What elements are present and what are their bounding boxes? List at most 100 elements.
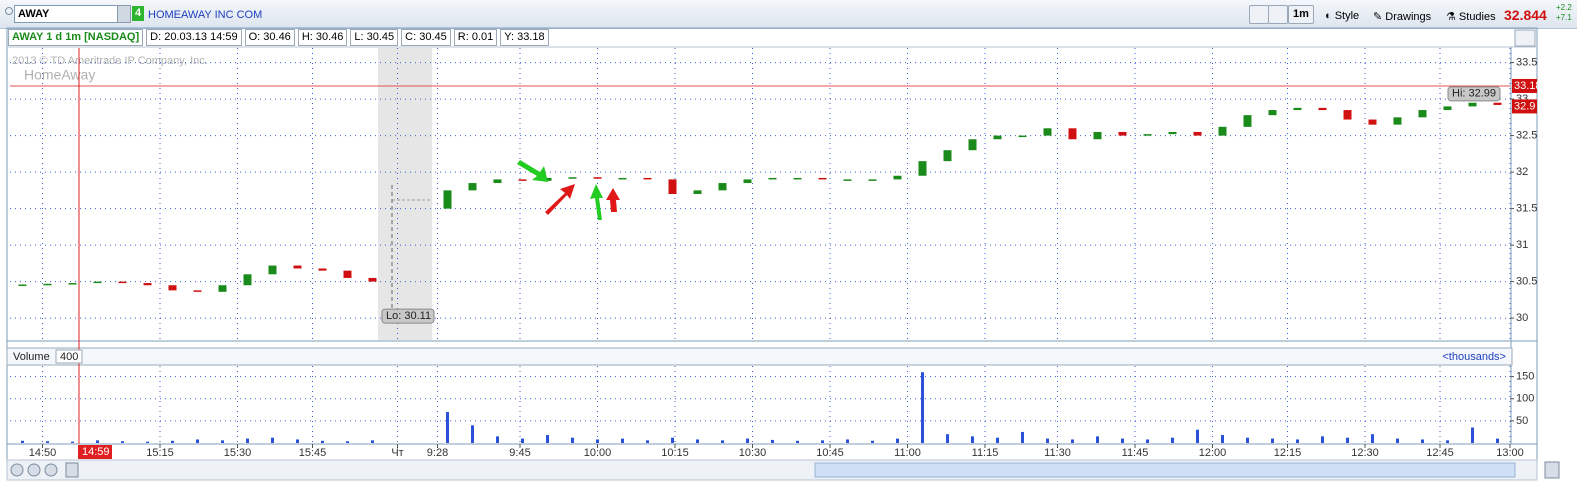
tool-icon[interactable] bbox=[1268, 5, 1288, 24]
pointer-button[interactable] bbox=[65, 462, 79, 478]
volume-bar bbox=[271, 437, 274, 443]
x-tick-label: 12:45 bbox=[1426, 447, 1454, 459]
pan-button[interactable] bbox=[10, 463, 24, 477]
volume-bar bbox=[846, 439, 849, 443]
volume-bar bbox=[171, 440, 174, 443]
candle bbox=[1243, 115, 1252, 127]
volume-bar bbox=[621, 438, 624, 443]
volume-bar bbox=[521, 438, 524, 443]
style-button[interactable]: ◐ Style bbox=[1325, 10, 1360, 22]
y-tick-label: 31 bbox=[1516, 239, 1528, 251]
candle bbox=[1318, 107, 1327, 111]
x-tick-label: 13:00 bbox=[1496, 447, 1524, 459]
volume-bar bbox=[221, 440, 224, 443]
studies-button[interactable]: ⚗ Studies bbox=[1446, 11, 1496, 23]
interval-button[interactable]: 1m bbox=[1288, 5, 1314, 24]
volume-bar bbox=[146, 441, 149, 443]
candle bbox=[1343, 110, 1352, 120]
scrollbar-thumb[interactable] bbox=[814, 462, 1516, 478]
info-item: H: 30.46 bbox=[297, 29, 348, 46]
volume-bar bbox=[371, 440, 374, 443]
chart-settings[interactable] bbox=[1514, 29, 1536, 47]
dot-icon bbox=[5, 7, 13, 15]
candle bbox=[268, 265, 277, 275]
volume-bar bbox=[21, 440, 24, 443]
symbol-dropdown[interactable] bbox=[117, 5, 131, 23]
y-tick-label: 50 bbox=[1516, 415, 1528, 427]
candle bbox=[743, 179, 752, 184]
volume-bar bbox=[1271, 438, 1274, 443]
info-bar: AWAY 1 d 1m [NASDAQ] D: 20.03.13 14:59 O… bbox=[8, 29, 552, 46]
candle bbox=[818, 177, 827, 180]
info-item: O: 30.46 bbox=[244, 29, 295, 46]
zoom-out-button[interactable] bbox=[44, 463, 58, 477]
annotation-arrow bbox=[606, 188, 620, 212]
volume-bar bbox=[1471, 427, 1474, 443]
volume-header bbox=[6, 347, 1513, 366]
candle bbox=[1218, 126, 1227, 136]
volume-bar bbox=[1296, 439, 1299, 443]
zoom-in-button[interactable] bbox=[27, 463, 41, 477]
info-item: L: 30.45 bbox=[350, 29, 399, 46]
volume-title: Volume bbox=[13, 351, 50, 363]
candle bbox=[993, 135, 1002, 140]
candle bbox=[318, 268, 327, 271]
volume-bar bbox=[96, 440, 99, 443]
studies-label: Studies bbox=[1458, 11, 1496, 23]
cursor-label: 14:59 bbox=[82, 446, 110, 458]
company-name[interactable]: HOMEAWAY INC COM bbox=[148, 9, 263, 21]
candle bbox=[668, 179, 677, 194]
volume-bar bbox=[1321, 436, 1324, 443]
candle bbox=[793, 177, 802, 180]
lo-marker bbox=[381, 308, 435, 324]
x-tick-label: 10:15 bbox=[661, 447, 689, 459]
volume-bar bbox=[1246, 437, 1249, 443]
volume-bar bbox=[1021, 431, 1024, 443]
candle bbox=[1018, 135, 1027, 138]
x-tick-label: 9:28 bbox=[427, 447, 448, 459]
candle bbox=[643, 177, 652, 180]
volume-bar bbox=[1196, 429, 1199, 443]
volume-bar bbox=[1346, 437, 1349, 443]
fit-button[interactable] bbox=[1544, 461, 1560, 479]
info-item: AWAY 1 d 1m [NASDAQ] bbox=[8, 29, 144, 46]
change: +2.2 bbox=[1556, 3, 1572, 12]
hi-label: Hi: 32.99 bbox=[1452, 88, 1496, 100]
info-item: C: 30.45 bbox=[401, 29, 451, 46]
toolbar: AWAY 4 HOMEAWAY INC COM 1m ◐ Style ✎ Dra… bbox=[0, 0, 1577, 29]
annotation-arrow bbox=[545, 184, 575, 215]
candle bbox=[1443, 106, 1452, 111]
info-item: Y: 33.18 bbox=[500, 29, 549, 46]
x-tick-label: Чт bbox=[391, 447, 403, 459]
candle bbox=[593, 177, 602, 179]
x-tick-label: 15:45 bbox=[299, 447, 327, 459]
volume-subtitle: 400 bbox=[60, 351, 78, 363]
candle bbox=[468, 183, 477, 191]
candle bbox=[1118, 131, 1127, 136]
volume-bar bbox=[46, 441, 49, 443]
drawings-button[interactable]: ✎ Drawings bbox=[1373, 11, 1432, 23]
after-hours-shade bbox=[378, 48, 432, 340]
volume-bar bbox=[896, 438, 899, 443]
watermark-logo: HomeAway bbox=[24, 67, 95, 83]
x-tick-label: 12:30 bbox=[1351, 447, 1379, 459]
candle bbox=[1143, 134, 1152, 136]
cursor-tag bbox=[78, 445, 112, 459]
volume-bar bbox=[196, 439, 199, 443]
candle bbox=[143, 283, 152, 286]
info-item: D: 20.03.13 14:59 bbox=[146, 29, 242, 46]
y-tick-label: 150 bbox=[1516, 371, 1534, 383]
volume-bar bbox=[746, 438, 749, 443]
candle bbox=[1368, 119, 1377, 125]
symbol-input[interactable]: AWAY bbox=[14, 5, 119, 23]
candle bbox=[518, 179, 527, 181]
candle bbox=[693, 190, 702, 194]
link-group[interactable]: 4 bbox=[132, 6, 144, 21]
volume-bar bbox=[871, 440, 874, 443]
volume-bar bbox=[1121, 438, 1124, 443]
volume-bar bbox=[121, 441, 124, 443]
x-tick-label: 11:45 bbox=[1122, 447, 1149, 459]
volume-bar bbox=[346, 441, 349, 443]
